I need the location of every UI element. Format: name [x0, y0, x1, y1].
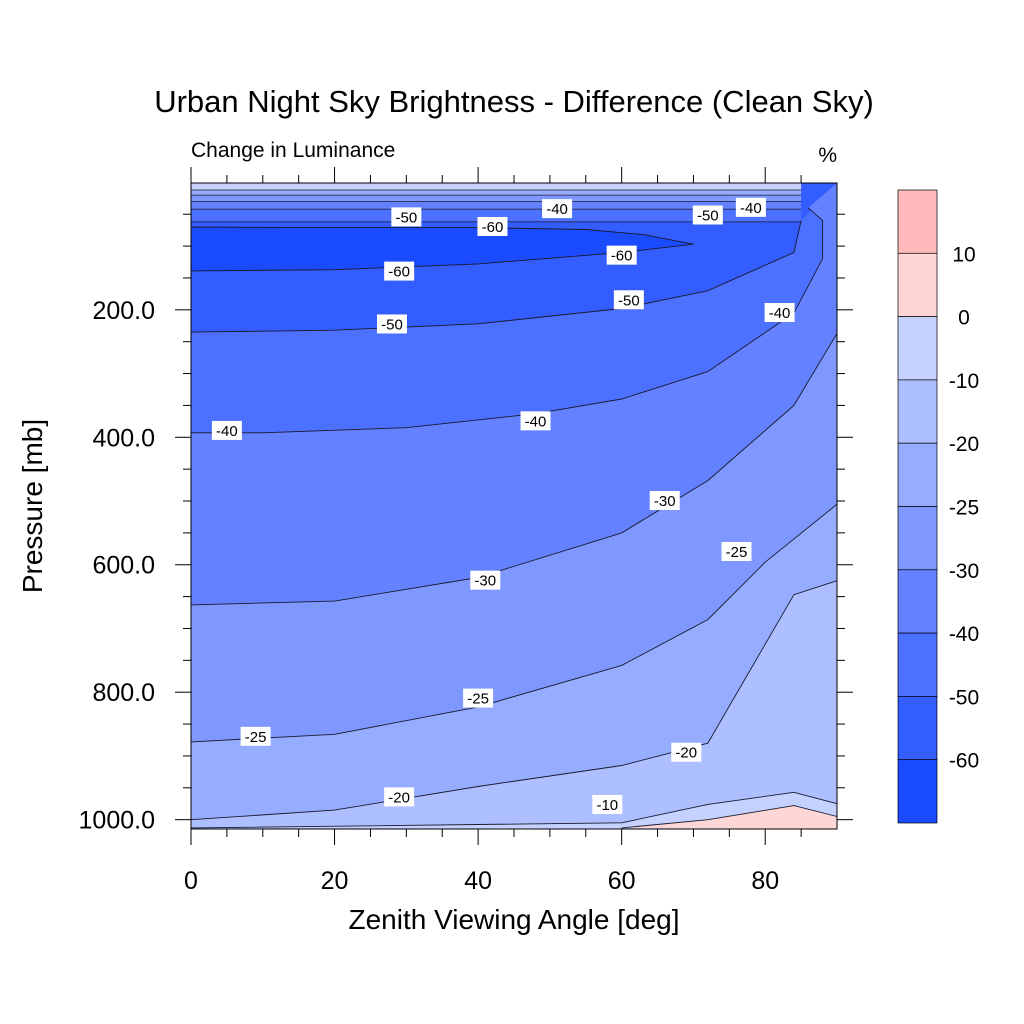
contour-label: -10: [592, 795, 623, 815]
left-string: Change in Luminance: [191, 139, 395, 162]
contour-label: -40: [735, 197, 766, 217]
colorbar-label: -50: [949, 686, 979, 709]
svg-text:-25: -25: [726, 544, 748, 561]
y-tick-label: 200.0: [92, 297, 155, 325]
contour-label: -25: [240, 726, 271, 746]
contour-label: -60: [477, 216, 508, 236]
contour-label: -60: [606, 245, 637, 265]
contour-label: -25: [463, 688, 494, 708]
colorbar-box: [897, 252, 938, 317]
svg-text:-60: -60: [611, 248, 633, 265]
svg-text:-50: -50: [697, 208, 719, 225]
colorbar-label: -10: [949, 370, 979, 393]
svg-text:-40: -40: [546, 201, 568, 218]
fill-region: [191, 190, 802, 196]
y-tick-label: 1000.0: [79, 807, 155, 835]
colorbar-label: -40: [949, 623, 979, 646]
colorbar-label: 10: [952, 243, 975, 266]
svg-text:-60: -60: [482, 219, 504, 236]
contour-label: -50: [692, 205, 723, 225]
contour-label: -40: [542, 199, 573, 219]
colorbar-box: [897, 632, 938, 697]
contour-label: -20: [671, 742, 702, 762]
svg-text:-50: -50: [381, 316, 403, 333]
contour-line: [190, 503, 838, 743]
x-tick-label: 0: [184, 867, 198, 895]
colorbar-box: [897, 379, 938, 444]
contour-label: -20: [384, 787, 415, 807]
contour-label: -50: [376, 314, 407, 334]
plot-area: -40 -50 -60 -50 -60 -40 -40 -60 -50 -50 -40 -40 -30 -…: [79, 167, 853, 895]
y-tick-label: 600.0: [92, 552, 155, 580]
y-tick-label: 800.0: [92, 679, 155, 707]
contour-label: -30: [649, 491, 680, 511]
axis-ticks: 0 20 40 60 80 200.0 400.0 600.0 800.0 1000.0: [79, 167, 853, 895]
colorbar-label: -25: [949, 497, 979, 520]
svg-text:-40: -40: [769, 305, 791, 322]
colorbar-box: [897, 316, 938, 381]
x-tick-label: 80: [751, 867, 779, 895]
svg-text:-60: -60: [388, 264, 410, 281]
contour-line: [621, 805, 838, 829]
fill-region: [191, 183, 802, 191]
fill-region: [191, 201, 802, 210]
fill-region: [191, 195, 802, 202]
contour-label: -25: [721, 541, 752, 561]
contour-label: -30: [470, 570, 501, 590]
y-tick-label: 400.0: [92, 424, 155, 452]
colorbar-label: -30: [949, 560, 979, 583]
colorbar: 10 0 -10 -20 -25 -30 -40 -50 -60: [897, 189, 979, 824]
contour-label: -50: [613, 290, 644, 310]
svg-text:-40: -40: [525, 413, 547, 430]
chart-title: Urban Night Sky Brightness - Difference …: [154, 84, 874, 119]
fill-region: [191, 209, 802, 222]
contour-label: -40: [211, 420, 242, 440]
svg-text:-50: -50: [618, 292, 640, 309]
contour-label: -40: [764, 303, 795, 323]
y-axis-label: Pressure [mb]: [17, 419, 48, 593]
svg-text:-40: -40: [216, 423, 238, 440]
svg-text:-50: -50: [395, 209, 417, 226]
colorbar-box: [897, 506, 938, 571]
fill-region: [191, 580, 837, 829]
svg-text:-30: -30: [654, 493, 676, 510]
colorbar-box: [897, 696, 938, 761]
svg-text:-25: -25: [467, 691, 489, 708]
colorbar-label: -60: [949, 750, 979, 773]
units-string: %: [818, 144, 837, 167]
colorbar-box: [897, 569, 938, 634]
colorbar-box: [897, 189, 938, 254]
svg-text:-40: -40: [740, 200, 762, 217]
contour-label: -60: [384, 261, 415, 281]
colorbar-label: -20: [949, 433, 979, 456]
colorbar-box: [897, 442, 938, 507]
colorbar-label: 0: [958, 307, 970, 330]
x-tick-label: 20: [321, 867, 349, 895]
contour-labels: -40 -50 -60 -50 -60 -40 -40 -60 -50 -50 -40 -40 -30 -…: [211, 197, 795, 815]
x-tick-label: 40: [464, 867, 492, 895]
x-axis-label: Zenith Viewing Angle [deg]: [348, 904, 679, 935]
svg-text:-30: -30: [474, 573, 496, 590]
fill-region: [191, 792, 837, 829]
contour-line: [190, 580, 838, 821]
fill-region: [191, 227, 694, 271]
svg-text:-20: -20: [388, 789, 410, 806]
svg-text:-20: -20: [675, 745, 697, 762]
contour-line: [190, 333, 838, 606]
contour-fills: [191, 183, 837, 829]
colorbar-box: [897, 759, 938, 824]
contour-label: -40: [520, 411, 551, 431]
svg-text:-25: -25: [245, 729, 267, 746]
svg-text:-10: -10: [596, 797, 618, 814]
contour-line: [190, 791, 838, 829]
x-tick-label: 60: [608, 867, 636, 895]
contour-line: [191, 207, 824, 434]
contour-label: -50: [391, 207, 422, 227]
